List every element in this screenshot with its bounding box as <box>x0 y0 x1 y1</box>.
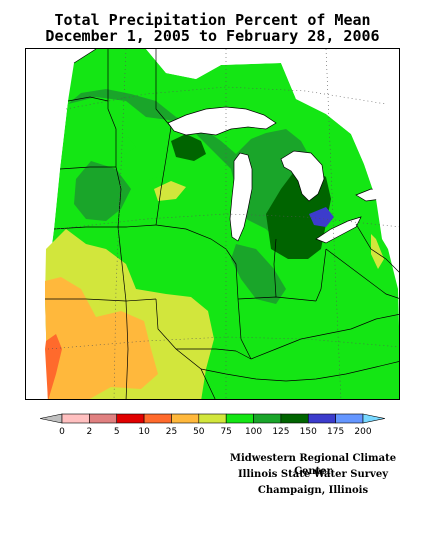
legend-swatch <box>280 413 309 424</box>
legend-tick-label: 50 <box>193 427 205 437</box>
legend-tick-label: 25 <box>166 427 177 437</box>
legend-swatch <box>116 413 145 424</box>
legend-swatch-above-max <box>362 413 385 424</box>
precipitation-map <box>25 48 400 400</box>
lake-erie <box>315 216 362 244</box>
legend-swatch <box>61 413 90 424</box>
legend-tick-label: 75 <box>220 427 231 437</box>
map-title: Total Precipitation Percent of Mean <box>54 11 371 29</box>
orange-region-southwest <box>45 277 158 399</box>
legend-tick-label: 10 <box>138 427 150 437</box>
color-legend: 0 2 5 10 25 50 75 100 125 150 175 200 <box>40 413 385 437</box>
canada-area <box>146 49 399 249</box>
legend-swatch <box>253 413 282 424</box>
credit-location: Champaign, Illinois <box>257 485 369 496</box>
credit-survey: Illinois State Water Survey <box>237 469 389 480</box>
yellow-green-region-east <box>371 234 384 269</box>
blue-region-east <box>309 207 334 227</box>
precipitation-map-graphic <box>26 49 399 399</box>
yellow-green-patch-north <box>154 181 186 201</box>
credit-organization: Midwestern Regional Climate Center <box>229 453 397 477</box>
legend-tick-label: 100 <box>245 427 262 437</box>
legend-tick-label: 2 <box>86 427 92 437</box>
lake-huron <box>280 150 325 202</box>
medium-green-region-east <box>231 244 286 304</box>
legend-swatch <box>335 413 364 424</box>
legend-tick-label: 175 <box>327 427 344 437</box>
legend-swatch <box>225 413 254 424</box>
medium-green-region-north <box>68 89 331 244</box>
legend-tick-label: 150 <box>300 427 317 437</box>
outside-area-top-left <box>26 49 71 399</box>
state-borders <box>45 49 399 399</box>
graticule <box>47 49 399 399</box>
map-subtitle-date-range: December 1, 2005 to February 28, 2006 <box>45 27 380 45</box>
legend-swatch <box>198 413 227 424</box>
medium-green-region-central <box>74 161 131 221</box>
lake-superior <box>167 106 277 136</box>
legend-tick-label: 125 <box>272 427 289 437</box>
light-green-patch-north <box>112 137 136 155</box>
legend-swatch <box>307 413 336 424</box>
legend-tick-label: 5 <box>114 427 120 437</box>
legend-tick-label: 0 <box>59 427 65 437</box>
dark-green-region-north <box>171 134 206 161</box>
legend-swatch <box>143 413 172 424</box>
lake-michigan <box>229 152 253 242</box>
legend-tick-label: 200 <box>354 427 371 437</box>
legend-swatch-below-min <box>40 413 63 424</box>
legend-swatch <box>171 413 200 424</box>
legend-swatch <box>89 413 118 424</box>
red-orange-region-southwest-corner <box>45 334 62 399</box>
